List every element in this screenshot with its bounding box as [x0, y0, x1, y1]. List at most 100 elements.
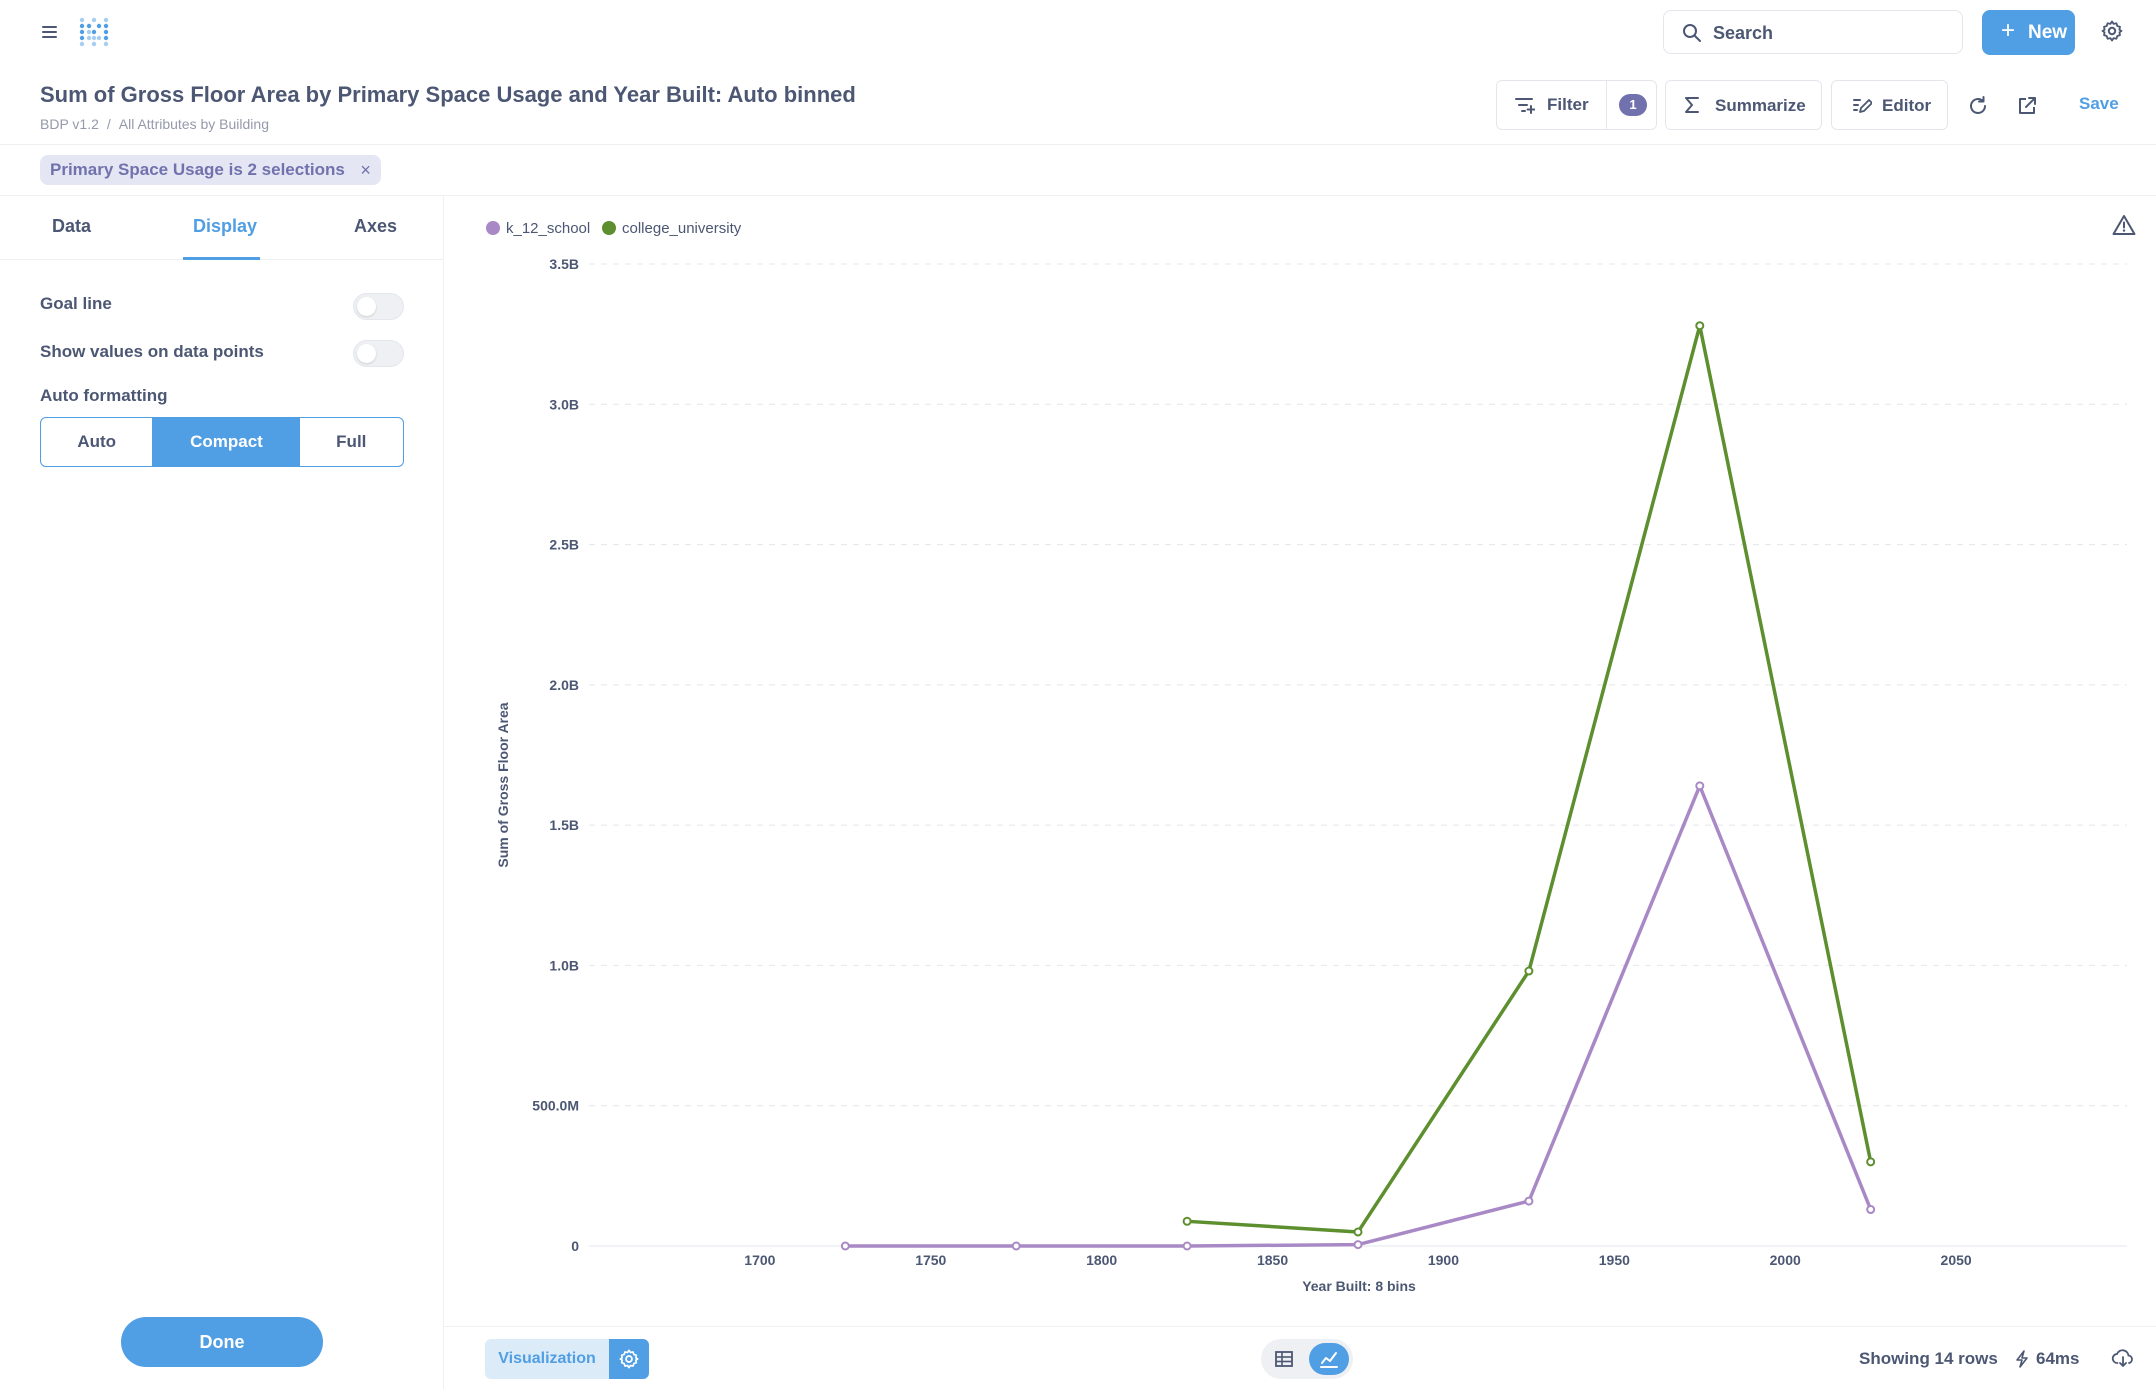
- visualization-settings-sidebar: Data Display Axes Goal line Show values …: [0, 196, 444, 1389]
- line-chart-view-button[interactable]: [1309, 1343, 1349, 1375]
- toggle-knob: [357, 344, 376, 363]
- summarize-label: Summarize: [1715, 96, 1806, 115]
- save-button[interactable]: Save: [2079, 94, 2119, 113]
- search-icon: [1683, 24, 1701, 42]
- filter-pill-row: Primary Space Usage is 2 selections ×: [0, 145, 2156, 196]
- data-point: [1695, 321, 1705, 331]
- data-point: [840, 1241, 850, 1251]
- x-tick-label: 1850: [1257, 1252, 1288, 1268]
- y-tick-label: 3.0B: [549, 396, 579, 412]
- filter-pill-label: Primary Space Usage is 2 selections: [50, 160, 345, 179]
- filter-icon: [1515, 98, 1535, 114]
- row-count: Showing 14 rows: [1859, 1349, 1998, 1368]
- y-tick-label: 3.5B: [549, 256, 579, 272]
- legend-item-college[interactable]: college_university: [602, 220, 741, 237]
- breadcrumb-separator: /: [106, 116, 111, 132]
- legend-item-k12[interactable]: k_12_school: [486, 220, 590, 237]
- data-point: [1866, 1157, 1876, 1167]
- filter-button[interactable]: Filter: [1497, 81, 1607, 129]
- settings-tabs: Data Display Axes: [0, 196, 443, 260]
- settings-gear-icon[interactable]: [2100, 19, 2124, 43]
- y-tick-label: 0: [571, 1238, 579, 1254]
- goal-line-toggle[interactable]: [353, 293, 404, 320]
- y-tick-label: 500.0M: [532, 1098, 579, 1114]
- metabase-logo-icon[interactable]: [76, 14, 112, 50]
- breadcrumb-table[interactable]: All Attributes by Building: [118, 116, 269, 132]
- filter-count-badge[interactable]: 1: [1619, 94, 1647, 116]
- format-option-auto[interactable]: Auto: [41, 418, 154, 466]
- menu-icon[interactable]: [38, 20, 62, 44]
- close-icon[interactable]: ×: [360, 160, 371, 180]
- format-option-full[interactable]: Full: [336, 432, 367, 451]
- search-label: Search: [1713, 23, 1774, 43]
- legend-label: k_12_school: [506, 220, 591, 237]
- data-point: [1353, 1240, 1363, 1250]
- new-button-label: New: [2028, 22, 2068, 43]
- y-axis-title: Sum of Gross Floor Area: [495, 702, 511, 867]
- data-point: [1524, 1196, 1534, 1206]
- editor-button[interactable]: Editor: [1831, 80, 1948, 130]
- series-line: [1185, 323, 1873, 1234]
- done-button[interactable]: Done: [121, 1317, 323, 1367]
- filter-pill[interactable]: Primary Space Usage is 2 selections ×: [40, 155, 381, 185]
- chart-area: 0 500.0M 1.0B 1.5B 2.0B 2.5B 3.0B 3.5B 1700 1750 1…: [444, 196, 2156, 1326]
- data-point: [1353, 1227, 1363, 1237]
- filter-button-group: Filter 1: [1496, 80, 1657, 130]
- data-point: [1182, 1216, 1192, 1226]
- x-tick-label: 1950: [1599, 1252, 1630, 1268]
- format-option-compact[interactable]: Compact: [153, 418, 300, 466]
- x-tick-label: 1900: [1428, 1252, 1459, 1268]
- plus-icon: +: [2001, 17, 2016, 44]
- show-values-label: Show values on data points: [40, 342, 264, 361]
- new-button[interactable]: + New: [1982, 10, 2075, 55]
- x-axis-title: Year Built: 8 bins: [1302, 1278, 1416, 1294]
- visualization-button[interactable]: Visualization: [485, 1339, 609, 1379]
- query-footer: Visualization Showing 14 rows 64ms: [444, 1326, 2156, 1389]
- line-chart-icon: [1320, 1352, 1338, 1368]
- series-line: [843, 784, 1873, 1248]
- breadcrumb-database[interactable]: BDP v1.2: [40, 116, 99, 132]
- y-tick-label: 2.5B: [549, 537, 579, 553]
- y-tick-label: 2.0B: [549, 677, 579, 693]
- data-point: [1524, 966, 1534, 976]
- share-external-icon[interactable]: [2015, 94, 2039, 118]
- warning-icon[interactable]: [2112, 214, 2136, 236]
- x-tick-label: 2000: [1770, 1252, 1801, 1268]
- editor-label: Editor: [1882, 96, 1932, 115]
- goal-line-label: Goal line: [40, 294, 112, 313]
- summarize-button[interactable]: Summarize: [1665, 80, 1822, 130]
- x-tick-label: 1700: [744, 1252, 775, 1268]
- y-tick-label: 1.5B: [549, 817, 579, 833]
- auto-formatting-segmented-control: Auto Compact Full: [40, 417, 404, 467]
- show-values-toggle[interactable]: [353, 340, 404, 367]
- data-point: [1011, 1241, 1021, 1251]
- search-bar[interactable]: Search: [1663, 10, 1963, 54]
- sigma-icon: [1685, 97, 1699, 113]
- table-icon[interactable]: [1273, 1348, 1295, 1370]
- x-tick-label: 1800: [1086, 1252, 1117, 1268]
- x-tick-label: 2050: [1941, 1252, 1972, 1268]
- lightning-bolt-icon: [2016, 1350, 2028, 1368]
- top-navigation-bar: Search + New: [0, 0, 2156, 64]
- notebook-edit-icon: [1853, 99, 1872, 113]
- data-point: [1182, 1241, 1192, 1251]
- data-point: [1695, 781, 1705, 791]
- x-tick-label: 1750: [915, 1252, 946, 1268]
- tab-axes[interactable]: Axes: [354, 216, 398, 236]
- legend-label: college_university: [622, 220, 742, 237]
- question-title[interactable]: Sum of Gross Floor Area by Primary Space…: [40, 82, 856, 107]
- legend-dot: [602, 221, 616, 235]
- table-chart-view-toggle: [1261, 1339, 1353, 1379]
- toggle-knob: [357, 297, 376, 316]
- query-timing: 64ms: [2014, 1349, 2079, 1369]
- line-chart: 0 500.0M 1.0B 1.5B 2.0B 2.5B 3.0B 3.5B 1700 1750 1…: [495, 256, 2127, 1294]
- tab-display[interactable]: Display: [193, 216, 258, 236]
- data-point: [1866, 1205, 1876, 1215]
- filter-button-label: Filter: [1547, 95, 1589, 114]
- breadcrumb: BDP v1.2 / All Attributes by Building: [40, 116, 277, 132]
- auto-formatting-label: Auto formatting: [40, 386, 168, 405]
- refresh-icon[interactable]: [1966, 94, 1990, 118]
- tab-data[interactable]: Data: [52, 216, 92, 236]
- viz-settings-gear-icon[interactable]: [609, 1339, 649, 1379]
- download-cloud-icon[interactable]: [2111, 1347, 2135, 1369]
